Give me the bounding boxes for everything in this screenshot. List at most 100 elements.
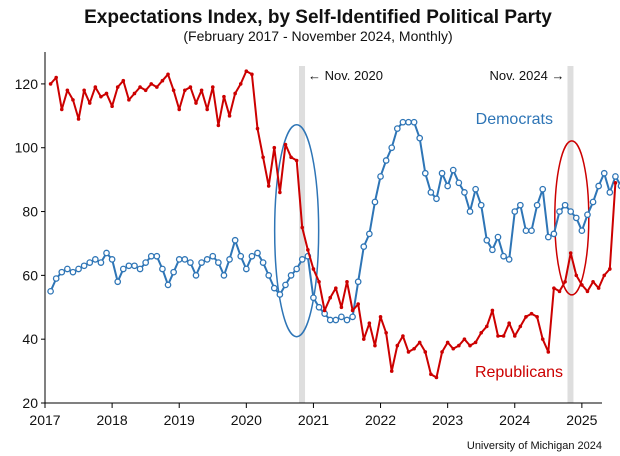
data-point bbox=[244, 69, 249, 73]
data-point bbox=[91, 256, 99, 263]
data-point bbox=[125, 262, 133, 270]
data-point bbox=[255, 126, 260, 131]
data-point bbox=[338, 313, 345, 321]
data-point bbox=[52, 275, 60, 282]
x-tick-label: 2017 bbox=[29, 412, 60, 428]
data-point bbox=[451, 346, 456, 351]
data-point bbox=[54, 75, 58, 80]
y-tick-label: 60 bbox=[22, 267, 38, 283]
series-lines bbox=[47, 69, 620, 380]
data-point bbox=[389, 369, 394, 373]
data-point bbox=[613, 181, 618, 185]
data-point bbox=[395, 343, 400, 348]
highlight-ellipses bbox=[273, 123, 590, 338]
data-point bbox=[606, 189, 614, 196]
data-point bbox=[584, 211, 591, 219]
data-point bbox=[136, 265, 144, 273]
data-point bbox=[517, 201, 524, 209]
y-tick-label: 40 bbox=[22, 331, 38, 347]
data-point bbox=[82, 88, 86, 93]
data-point bbox=[80, 262, 88, 270]
data-point bbox=[423, 350, 428, 354]
data-point bbox=[578, 227, 586, 235]
data-point bbox=[194, 101, 198, 105]
y-tick-label: 80 bbox=[22, 204, 38, 220]
data-point bbox=[490, 308, 495, 313]
data-point bbox=[181, 256, 189, 263]
data-point bbox=[298, 256, 306, 263]
axes: 20 40 60 80 100 120 2017 2018 2019 2020 2021 2022 20… bbox=[15, 52, 602, 428]
data-point bbox=[220, 272, 228, 279]
data-point bbox=[155, 85, 159, 89]
data-point bbox=[350, 308, 355, 313]
data-point bbox=[248, 252, 256, 260]
data-point bbox=[198, 259, 205, 266]
data-point bbox=[612, 173, 619, 180]
data-point bbox=[210, 85, 215, 89]
data-point bbox=[546, 350, 551, 354]
x-tick-label: 2023 bbox=[432, 412, 463, 428]
data-point bbox=[283, 142, 288, 147]
data-point bbox=[192, 272, 200, 279]
data-point bbox=[561, 201, 569, 209]
data-point bbox=[567, 208, 575, 215]
data-point bbox=[563, 279, 567, 284]
data-point bbox=[444, 182, 452, 190]
data-point bbox=[457, 343, 461, 348]
event-bands bbox=[299, 66, 574, 403]
data-point bbox=[367, 321, 372, 326]
data-point bbox=[600, 169, 608, 177]
data-point bbox=[433, 195, 440, 203]
x-tick-label: 2018 bbox=[97, 412, 128, 428]
data-point bbox=[250, 72, 254, 77]
data-point bbox=[384, 331, 388, 335]
annotation-nov-2024: Nov. 2024 → bbox=[490, 68, 565, 83]
data-point bbox=[48, 82, 53, 86]
election-band-1 bbox=[299, 66, 306, 403]
data-point bbox=[58, 268, 66, 276]
data-point bbox=[326, 316, 334, 324]
data-point bbox=[322, 308, 327, 313]
data-point bbox=[166, 72, 170, 77]
data-point bbox=[233, 91, 237, 96]
data-point bbox=[484, 324, 489, 329]
data-point bbox=[71, 98, 75, 102]
data-point bbox=[171, 88, 176, 93]
data-point bbox=[87, 101, 92, 105]
data-point bbox=[412, 346, 416, 351]
data-point bbox=[388, 144, 396, 152]
data-point bbox=[227, 114, 232, 118]
data-point bbox=[238, 82, 243, 86]
data-point bbox=[354, 278, 362, 286]
data-point bbox=[226, 256, 233, 263]
label-democrats: Democrats bbox=[476, 111, 553, 128]
data-point bbox=[556, 208, 563, 215]
x-tick-label: 2025 bbox=[566, 412, 597, 428]
data-point bbox=[311, 267, 316, 271]
data-point bbox=[371, 198, 379, 206]
data-point bbox=[317, 279, 321, 284]
data-point bbox=[160, 78, 165, 83]
data-point bbox=[138, 85, 142, 89]
data-point bbox=[377, 173, 384, 180]
data-point bbox=[496, 334, 500, 338]
data-point bbox=[287, 272, 295, 279]
data-point bbox=[361, 337, 366, 341]
data-point bbox=[393, 125, 401, 132]
data-point bbox=[103, 249, 110, 257]
data-point bbox=[449, 166, 457, 174]
data-point bbox=[399, 118, 407, 126]
data-point bbox=[410, 118, 418, 126]
data-point bbox=[466, 208, 474, 215]
data-point bbox=[86, 259, 94, 266]
data-point bbox=[596, 286, 601, 290]
data-point bbox=[349, 313, 356, 321]
chart-subtitle: (February 2017 - November 2024, Monthly) bbox=[183, 28, 452, 44]
data-point bbox=[259, 259, 267, 266]
data-point bbox=[272, 145, 277, 150]
data-point bbox=[59, 107, 64, 112]
data-point bbox=[110, 104, 114, 109]
data-point bbox=[595, 182, 602, 190]
data-point bbox=[540, 337, 545, 341]
data-point bbox=[237, 252, 245, 260]
